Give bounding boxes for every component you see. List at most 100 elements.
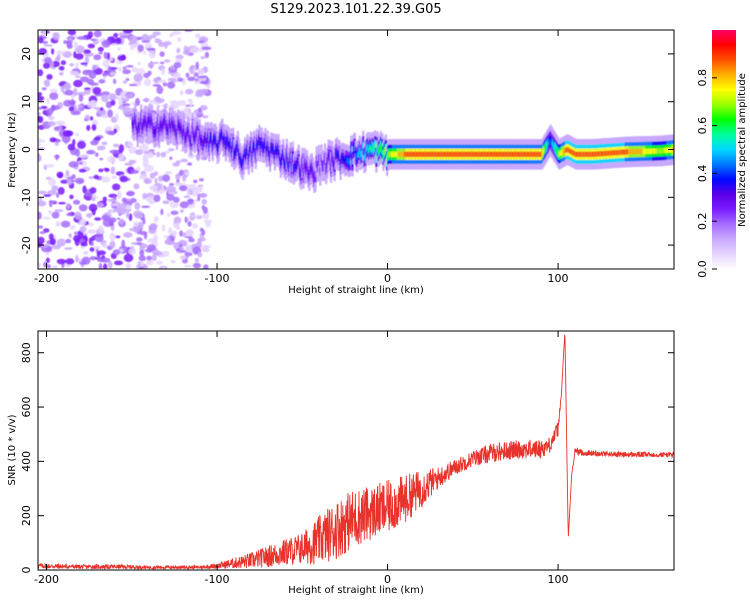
spectrogram-noise-cell [49,92,59,100]
spectrogram-signal-cell [178,123,181,129]
spectrogram-noise-cell [115,235,121,239]
spectrogram-signal-cell [271,145,274,152]
spectrogram-noise-cell [108,209,115,213]
spectrogram-signal-cell [587,151,590,157]
spectrogram-noise-cell [198,186,203,192]
spectrogram-noise-cell [161,224,166,232]
spectrogram-noise-cell [43,216,51,220]
spectrogram-noise-cell [81,256,91,265]
spectrogram-noise-cell [92,65,99,70]
spectrogram-noise-cell [55,154,59,161]
spectrogram-noise-cell [90,140,99,146]
spectrogram-signal-cell [296,161,299,167]
spectrogram-noise-cell [77,140,86,149]
spectrogram-signal-cell [574,151,577,157]
spectrogram-noise-cell [102,196,108,203]
spectrogram-noise-cell [121,197,128,203]
spectrogram-signal-cell [534,151,537,157]
spectrogram-noise-cell [75,148,80,157]
spectrogram-noise-cell [49,88,58,93]
spectrogram-signal-cell [329,164,333,171]
spectrogram-signal-cell [651,148,654,154]
spectrogram-signal-cell [214,136,217,142]
spectrogram-signal-cell [518,151,521,157]
colorbar-tick-label: 0.2 [696,212,709,230]
spectrogram-noise-cell [187,230,193,237]
spectrogram-noise-cell [109,232,116,242]
spectrogram-signal-cell [217,143,220,149]
spectrogram-signal-cell [560,150,563,156]
spectrogram-signal-cell [334,151,337,157]
spectrogram-noise-cell [148,50,156,59]
spectrogram-noise-cell [76,36,87,40]
spectrogram-signal-cell [318,157,321,163]
spectrogram-signal-cell [251,154,254,160]
spectrogram-signal-cell [629,149,632,155]
spectrogram-noise-cell [108,65,112,74]
spectrogram-signal-cell [559,151,562,157]
spectrogram-signal-cell [371,144,374,150]
spectrogram-signal-cell [413,151,416,157]
spectrogram-signal-cell [141,125,144,131]
spectrogram-signal-cell [667,147,670,153]
spectrogram-signal-cell [468,151,471,157]
spectrogram-signal-cell [497,151,500,157]
spectrogram-noise-cell [116,190,122,200]
spectrogram-noise-cell [48,200,58,204]
spectrogram-signal-cell [350,148,353,154]
spectrogram-signal-cell [360,150,364,156]
spectrogram-signal-cell [425,151,428,157]
spectrogram-noise-cell [124,162,134,166]
spectrogram-signal-cell [566,147,569,153]
spectrogram-signal-cell [142,121,145,128]
spectrogram-signal-cell [321,163,324,169]
spectrogram-signal-cell [386,158,389,164]
spectrogram-signal-cell [202,142,205,148]
spectrogram-noise-cell [184,264,192,268]
spectrogram-signal-cell [204,135,207,141]
spectrogram-noise-cell [49,237,57,246]
spectrogram-signal-cell [294,163,297,170]
spectrogram-noise-cell [152,84,161,87]
spectrogram-noise-cell [187,198,194,205]
spectrogram-noise-cell [98,168,104,173]
spectrogram-signal-cell [510,151,513,157]
spectrogram-noise-cell [51,185,59,191]
spectrogram-noise-cell [101,91,110,96]
spectrogram-noise-cell [142,192,147,200]
spectrogram-noise-cell [51,211,60,219]
spectrogram-signal-cell [223,136,226,142]
spectrogram-signal-cell [179,125,182,131]
spectrogram-signal-cell [295,163,298,169]
spectrogram-noise-cell [168,227,173,235]
spectrogram-noise-cell [142,98,150,103]
spectrogram-signal-cell [134,116,137,122]
spectrogram-signal-cell [327,152,330,158]
spectrogram-signal-cell [284,162,287,168]
spectrogram-noise-cell [60,220,71,228]
spectrogram-signal-cell [540,151,543,157]
spectrogram-noise-cell [80,242,88,247]
spectrogram-signal-cell [562,149,565,155]
spectrogram-noise-cell [68,161,79,168]
spectrogram-noise-cell [182,50,191,56]
spectrogram-noise-cell [130,169,139,174]
spectrogram-noise-cell [183,195,191,199]
spectrogram-signal-cell [298,168,302,175]
spectrogram-signal-cell [660,148,663,154]
spectrogram-noise-cell [79,226,87,233]
spectrogram-noise-cell [167,77,177,81]
spectrogram-signal-cell [358,148,361,154]
spectrogram-noise-cell [178,101,187,106]
spectrogram-noise-cell [64,89,74,96]
spectrogram-noise-cell [93,54,102,61]
spectrogram-signal-cell [609,150,612,156]
spectrogram-noise-cell [145,47,156,51]
spectrogram-signal-cell [290,165,293,171]
spectrogram-signal-cell [612,150,615,156]
spectrogram-noise-cell [101,214,110,221]
spectrogram-signal-cell [279,160,282,166]
spectrogram-signal-cell [664,147,667,154]
spectrogram-noise-cell [122,80,128,84]
spectrogram-signal-cell [216,146,219,152]
